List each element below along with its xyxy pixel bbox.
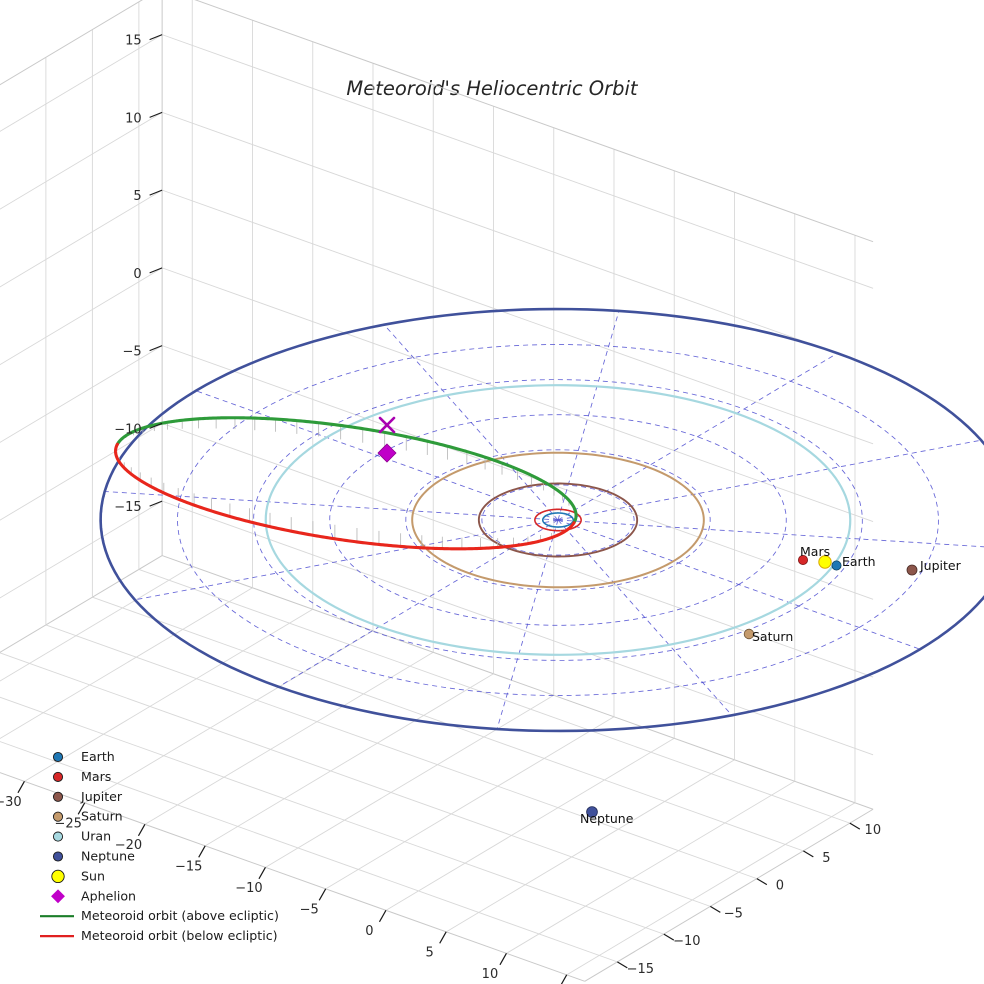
legend-label: Neptune bbox=[81, 849, 135, 864]
legend-item[interactable]: Neptune bbox=[52, 849, 135, 864]
chart-legend: Earth Mars Jupiter Saturn Uran Neptune Sun Aphe… bbox=[40, 749, 279, 943]
legend-item[interactable]: Mars bbox=[52, 769, 111, 784]
body-label-earth: Earth bbox=[842, 554, 876, 569]
tick-label: −15 bbox=[175, 859, 202, 874]
legend-label: Mars bbox=[81, 769, 111, 784]
tick-label: 0 bbox=[365, 924, 373, 939]
tick-label: −15 bbox=[627, 962, 654, 977]
tick-label: 15 bbox=[125, 34, 142, 49]
earth-marker bbox=[831, 560, 842, 571]
legend-label: Saturn bbox=[81, 809, 123, 824]
tick-label: 10 bbox=[482, 967, 499, 982]
legend-item[interactable]: Sun bbox=[51, 868, 105, 883]
tick-label: 5 bbox=[426, 945, 434, 960]
tick-label: 10 bbox=[865, 823, 882, 838]
tick-label: −20 bbox=[115, 838, 142, 853]
aphelion-marker bbox=[377, 443, 397, 463]
planet-orbits bbox=[99, 307, 984, 733]
chart-title: Meteoroid's Heliocentric Orbit bbox=[346, 77, 639, 100]
legend-item[interactable]: Jupiter bbox=[52, 789, 123, 804]
tick-label: −5 bbox=[724, 906, 743, 921]
tick-label: −15 bbox=[114, 500, 141, 515]
mars-marker bbox=[798, 555, 809, 566]
tick-label: 5 bbox=[822, 851, 830, 866]
tick-label: −10 bbox=[114, 422, 141, 437]
tick-label: 0 bbox=[776, 879, 784, 894]
neptune-marker bbox=[586, 806, 598, 818]
sun-marker bbox=[818, 555, 832, 569]
tick-label: −10 bbox=[673, 934, 700, 949]
body-label-neptune: Neptune bbox=[580, 811, 634, 826]
tick-label: −30 bbox=[0, 795, 22, 810]
axes-panes bbox=[0, 0, 874, 982]
legend-item[interactable]: Saturn bbox=[52, 809, 123, 824]
tick-label: −10 bbox=[235, 881, 262, 896]
saturn-marker bbox=[743, 628, 755, 640]
meteoroid-stems bbox=[115, 417, 577, 549]
legend-label: Meteoroid orbit (above ecliptic) bbox=[81, 908, 279, 923]
legend-label: Uran bbox=[81, 829, 111, 844]
axis-ticks: −40−35−30−25−20−15−10−5051015−15−10−5051… bbox=[0, 34, 881, 984]
legend-item[interactable]: Uran bbox=[52, 829, 111, 844]
body-markers bbox=[377, 416, 918, 818]
body-labels: Earth Mars Jupiter Saturn Neptune bbox=[580, 544, 962, 826]
tick-label: −5 bbox=[300, 902, 319, 917]
legend-label: Jupiter bbox=[80, 789, 123, 804]
legend-item[interactable]: Aphelion bbox=[51, 888, 136, 903]
tick-label: 0 bbox=[133, 267, 141, 282]
tick-label: 5 bbox=[133, 189, 141, 204]
tick-label: 10 bbox=[125, 111, 142, 126]
body-label-saturn: Saturn bbox=[752, 629, 793, 644]
legend-label: Meteoroid orbit (below ecliptic) bbox=[81, 928, 278, 943]
legend-item[interactable]: Meteoroid orbit (above ecliptic) bbox=[40, 908, 279, 923]
legend-item[interactable]: Earth bbox=[52, 749, 115, 764]
body-label-mars: Mars bbox=[800, 544, 830, 559]
jupiter-marker bbox=[906, 564, 918, 576]
body-label-jupiter: Jupiter bbox=[919, 558, 962, 573]
legend-label: Earth bbox=[81, 749, 115, 764]
aphelion-cross-icon bbox=[378, 416, 396, 434]
legend-item[interactable]: Meteoroid orbit (below ecliptic) bbox=[40, 928, 278, 943]
meteoroid-orbit bbox=[114, 416, 578, 551]
legend-label: Sun bbox=[81, 868, 105, 883]
legend-label: Aphelion bbox=[81, 888, 136, 903]
tick-label: −5 bbox=[122, 345, 141, 360]
